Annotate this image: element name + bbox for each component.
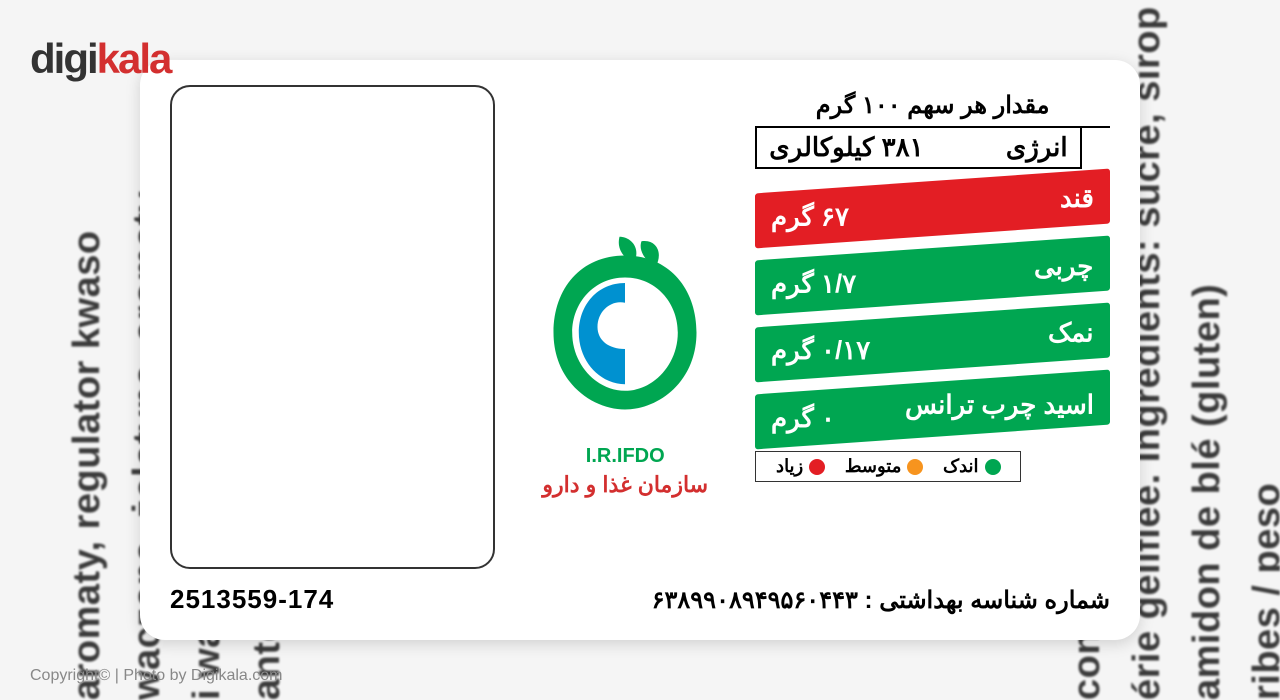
logo-text-fa: سازمان غذا و دارو	[542, 472, 708, 498]
nutrition-column: مقدار هر سهم ۱۰۰ گرم انرژی ۳۸۱ کیلوکالری…	[755, 85, 1110, 569]
energy-value: ۳۸۱ کیلوکالری	[769, 132, 923, 163]
logo-column: I.R.IFDO سازمان غذا و دارو	[515, 85, 735, 569]
nutrient-label: چربی	[1035, 251, 1094, 282]
nutrient-value: ۰/۱۷ گرم	[771, 335, 870, 366]
logo-text-en: I.R.IFDO	[586, 445, 665, 468]
energy-label: انرژی	[1006, 132, 1068, 163]
footer-code-left: 2513559-174	[170, 584, 334, 615]
dot-icon	[985, 459, 1001, 475]
copyright-text: Copyright© | Photo by Digikala.com	[30, 667, 283, 685]
nutrient-row-sugar: قند ۶۷ گرم	[755, 169, 1110, 249]
digikala-watermark: digikala	[30, 35, 170, 83]
nutrient-row-transfat: اسید چرب ترانس ۰ گرم	[755, 370, 1110, 450]
nutrient-value: ۱/۷ گرم	[771, 268, 856, 299]
nutrient-label: قند	[1060, 183, 1094, 214]
dot-icon	[809, 459, 825, 475]
nutrient-value: ۶۷ گرم	[771, 202, 849, 233]
dot-icon	[907, 459, 923, 475]
legend-low: اندک	[943, 456, 1001, 477]
nutrient-row-salt: نمک ۰/۱۷ گرم	[755, 303, 1110, 383]
nutrient-label: اسید چرب ترانس	[905, 389, 1094, 420]
legend-box: اندک متوسط زیاد	[755, 451, 1021, 482]
nutrient-value: ۰ گرم	[771, 403, 835, 434]
nutrient-row-fat: چربی ۱/۷ گرم	[755, 236, 1110, 316]
legend-medium: متوسط	[845, 456, 924, 477]
footer-row: 2513559-174 شماره شناسه بهداشتی : ۶۳۸۹۹۰…	[170, 584, 1110, 615]
nutrient-label: نمک	[1048, 317, 1094, 348]
nutrition-label-card: I.R.IFDO سازمان غذا و دارو مقدار هر سهم …	[140, 60, 1140, 640]
energy-row: انرژی ۳۸۱ کیلوکالری	[755, 126, 1081, 169]
serving-header: مقدار هر سهم ۱۰۰ گرم	[755, 85, 1110, 126]
footer-health-id: شماره شناسه بهداشتی : ۶۳۸۹۹۰۸۹۴۹۵۶۰۴۴۳	[652, 586, 1110, 615]
ifdo-logo-icon	[515, 217, 735, 437]
legend-high: زیاد	[776, 456, 825, 477]
blank-panel	[170, 85, 495, 569]
